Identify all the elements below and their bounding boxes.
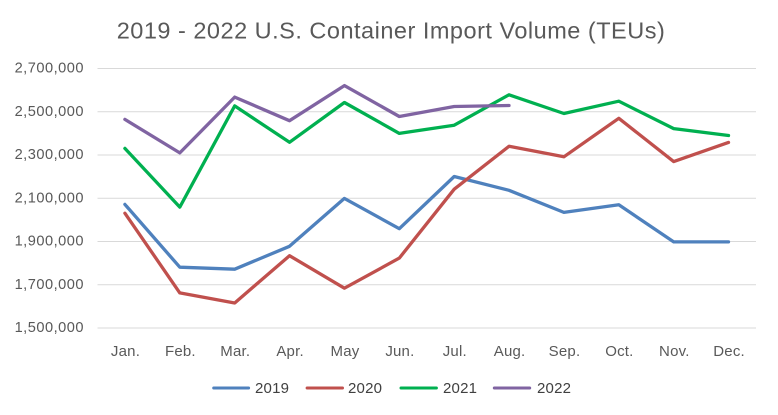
svg-text:2019 - 2022 U.S. Container Imp: 2019 - 2022 U.S. Container Import Volume… bbox=[117, 18, 666, 44]
svg-text:Apr.: Apr. bbox=[276, 343, 303, 360]
svg-text:2022: 2022 bbox=[537, 380, 571, 397]
svg-text:Dec.: Dec. bbox=[713, 343, 745, 360]
svg-text:2020: 2020 bbox=[348, 380, 382, 397]
svg-text:2019: 2019 bbox=[255, 380, 289, 397]
svg-text:Mar.: Mar. bbox=[220, 343, 250, 360]
svg-text:May: May bbox=[331, 343, 360, 360]
svg-text:Jul.: Jul. bbox=[443, 343, 467, 360]
svg-text:Aug.: Aug. bbox=[494, 343, 526, 360]
svg-text:2,700,000: 2,700,000 bbox=[15, 61, 84, 77]
svg-text:2,300,000: 2,300,000 bbox=[15, 147, 84, 163]
svg-text:Jun.: Jun. bbox=[385, 343, 414, 360]
svg-text:Jan.: Jan. bbox=[111, 343, 140, 360]
svg-text:Sep.: Sep. bbox=[549, 343, 581, 360]
svg-text:2021: 2021 bbox=[443, 380, 477, 397]
svg-text:1,700,000: 1,700,000 bbox=[15, 277, 84, 293]
svg-text:Feb.: Feb. bbox=[165, 343, 196, 360]
svg-text:1,900,000: 1,900,000 bbox=[15, 234, 84, 250]
svg-text:Nov.: Nov. bbox=[659, 343, 690, 360]
svg-text:Oct.: Oct. bbox=[605, 343, 633, 360]
svg-text:2,100,000: 2,100,000 bbox=[15, 190, 84, 206]
svg-text:1,500,000: 1,500,000 bbox=[15, 320, 84, 336]
svg-text:2,500,000: 2,500,000 bbox=[15, 104, 84, 120]
